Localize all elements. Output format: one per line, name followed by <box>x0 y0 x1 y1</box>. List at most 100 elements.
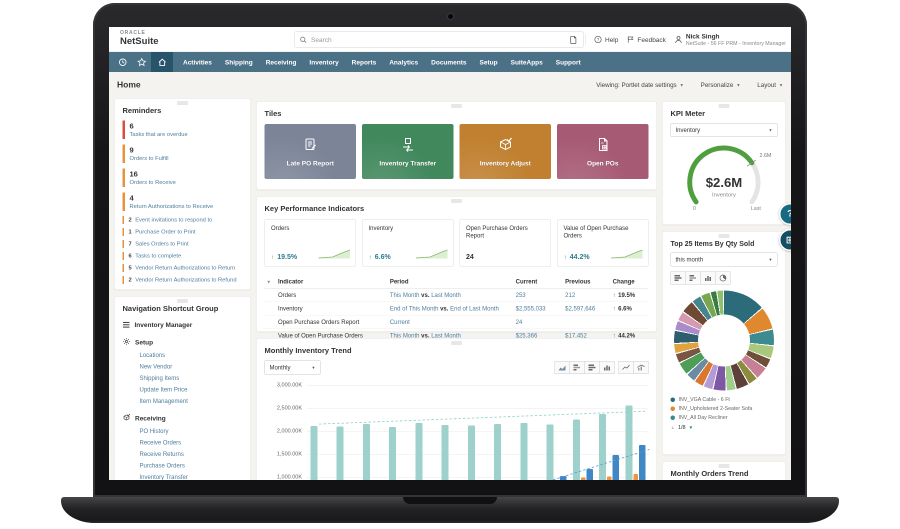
tile-inventory-transfer[interactable]: Inventory Transfer <box>362 124 454 179</box>
shortcut-link-purchase-orders[interactable]: Purchase Orders <box>139 462 185 469</box>
bar-inventory-current[interactable] <box>362 423 370 480</box>
table-row[interactable]: Value of Open Purchase Orders This Month … <box>265 329 649 342</box>
shortcut-group-inventory-manager[interactable]: Inventory Manager <box>123 321 243 329</box>
drag-handle[interactable] <box>718 104 730 109</box>
bar-inventory-blue[interactable] <box>560 476 567 480</box>
table-row[interactable]: Inventory End of This Month vs. End of La… <box>264 301 649 316</box>
column-header-previous[interactable]: Previous <box>563 275 611 289</box>
reminder-item[interactable]: 5 Vendor Return Authorizations to Return <box>122 264 243 272</box>
bar-inventory-orange[interactable] <box>633 474 638 480</box>
bar-inventory-current[interactable] <box>625 405 633 480</box>
period-link[interactable]: This Month <box>389 332 420 339</box>
reminder-link[interactable]: Tasks to complete <box>135 253 182 259</box>
nav-item-support[interactable]: Support <box>555 58 581 66</box>
drag-handle[interactable] <box>451 341 462 346</box>
reminder-link[interactable]: Vendor Return Authorizations to Refund <box>135 277 237 283</box>
shortcuts-star-icon[interactable] <box>132 52 151 72</box>
reminder-item[interactable]: 16 Orders to Receive <box>122 168 243 187</box>
reminder-link[interactable]: Tasks that are overdue <box>129 131 188 138</box>
drag-handle[interactable] <box>451 199 462 204</box>
shortcut-link-shipping-items[interactable]: Shipping Items <box>139 374 180 382</box>
viewing-dropdown[interactable]: Viewing: Portlet date settings ▼ <box>596 81 684 89</box>
nav-item-receiving[interactable]: Receiving <box>265 58 297 66</box>
bar-inventory-current[interactable] <box>415 423 423 480</box>
value-link[interactable]: 253 <box>515 291 526 299</box>
nav-item-setup[interactable]: Setup <box>479 58 498 66</box>
help-button[interactable]: ? Help <box>594 36 618 44</box>
table-row[interactable]: Open Purchase Orders Report Current 24 <box>264 315 649 329</box>
horizontal-bar-icon[interactable] <box>584 361 600 374</box>
kpi-card-open-purchase-orders-report[interactable]: Open Purchase Orders Report 24 <box>459 219 551 267</box>
drag-handle[interactable] <box>718 234 730 239</box>
shortcut-link-inventory-transfer[interactable]: Inventory Transfer <box>139 473 188 481</box>
legend-item[interactable]: INV_VGA Cable - 6 Ft <box>670 397 778 403</box>
bar-inventory-orange[interactable] <box>607 476 612 480</box>
tile-open-pos[interactable]: Open POs <box>557 124 649 179</box>
nav-item-documents[interactable]: Documents <box>431 58 467 66</box>
create-document-icon[interactable] <box>569 35 578 44</box>
area-chart-icon[interactable] <box>554 361 570 374</box>
bar-inventory-current[interactable] <box>310 425 318 480</box>
period-link[interactable]: This Month <box>389 291 420 299</box>
value-link[interactable]: 24 <box>515 318 523 326</box>
column-chart-icon[interactable] <box>700 271 716 285</box>
reminder-link[interactable]: Orders to Receive <box>129 179 176 186</box>
legend-item[interactable]: INV_All Day Recliner <box>670 415 778 421</box>
nav-item-activities[interactable]: Activities <box>183 58 212 66</box>
pie-chart-icon[interactable] <box>715 271 731 285</box>
bar-inventory-blue[interactable] <box>612 454 620 480</box>
table-row[interactable]: Orders This Month vs. Last Month 253 212 ↑ 19… <box>264 288 649 302</box>
nav-item-shipping[interactable]: Shipping <box>224 58 253 66</box>
bar-inventory-current[interactable] <box>599 413 607 480</box>
user-menu[interactable]: Nick Singh NetSuite - 56 FF PRM - Invent… <box>674 32 786 46</box>
top-items-period-select[interactable]: this month ▼ <box>670 252 778 267</box>
bar-inventory-current[interactable] <box>572 419 580 480</box>
reminder-link[interactable]: Vendor Return Authorizations to Return <box>135 265 236 271</box>
period-link[interactable]: Last Month <box>431 332 461 339</box>
shortcut-link-receive-returns[interactable]: Receive Returns <box>139 450 184 458</box>
period-link[interactable]: End of Last Month <box>450 305 499 312</box>
kpi-card-orders[interactable]: Orders ↑ 19.5% <box>264 219 356 267</box>
kpi-card-value-of-open-purchase-orders[interactable]: Value of Open Purchase Orders ↑ 44.2% <box>557 219 649 267</box>
kpi-card-inventory[interactable]: Inventory ↑ 6.6% <box>362 219 454 267</box>
nav-item-inventory[interactable]: Inventory <box>309 58 339 66</box>
nav-item-reports[interactable]: Reports <box>351 58 377 66</box>
reminder-item[interactable]: 6 Tasks to complete <box>122 252 243 260</box>
column-header-period[interactable]: Period <box>387 275 514 289</box>
bar-inventory-current[interactable] <box>546 424 554 480</box>
bar-inventory-current[interactable] <box>520 423 528 480</box>
legend-page-up-icon[interactable]: ▲ <box>670 425 675 430</box>
value-link[interactable]: $2,597,646 <box>565 305 596 312</box>
bar-inventory-current[interactable] <box>467 425 475 480</box>
reminder-item[interactable]: 7 Sales Orders to Print <box>122 240 243 248</box>
tile-late-po-report[interactable]: Late PO Report <box>264 124 356 179</box>
bar-inventory-blue[interactable] <box>638 444 646 480</box>
period-link[interactable]: Current <box>389 318 410 326</box>
column-header-indicator[interactable]: Indicator <box>275 275 388 289</box>
value-link[interactable]: $25,366 <box>515 332 538 339</box>
value-link[interactable]: 212 <box>565 291 576 299</box>
reminder-link[interactable]: Sales Orders to Print <box>135 241 189 247</box>
reminder-link[interactable]: Event invitations to respond to <box>135 217 213 223</box>
drag-handle[interactable] <box>177 299 188 304</box>
reminder-link[interactable]: Return Authorizations to Receive <box>129 203 214 210</box>
shortcut-link-item-management[interactable]: Item Management <box>139 397 188 405</box>
combo-chart-icon[interactable] <box>633 361 649 374</box>
tile-inventory-adjust[interactable]: Inventory Adjust <box>459 124 551 179</box>
personalize-dropdown[interactable]: Personalize ▼ <box>700 81 741 89</box>
netsuite-logo[interactable]: ORACLE NetSuite <box>120 30 159 46</box>
reminder-item[interactable]: 6 Tasks that are overdue <box>122 120 243 139</box>
shortcut-link-new-vendor[interactable]: New Vendor <box>139 363 173 370</box>
bar-inventory-current[interactable] <box>336 426 344 480</box>
reminder-item[interactable]: 2 Vendor Return Authorizations to Refund <box>122 276 243 284</box>
period-link[interactable]: Last Month <box>431 291 461 299</box>
bar-inventory-orange[interactable] <box>580 477 586 480</box>
drag-handle[interactable] <box>718 464 730 469</box>
home-icon[interactable] <box>151 52 173 72</box>
shortcut-link-locations[interactable]: Locations <box>139 351 166 359</box>
drag-handle[interactable] <box>177 101 188 106</box>
bar-inventory-blue[interactable] <box>586 469 593 480</box>
column-header-current[interactable]: Current <box>513 275 564 289</box>
line-chart-icon[interactable] <box>618 361 634 374</box>
shortcut-link-receive-orders[interactable]: Receive Orders <box>139 439 182 446</box>
